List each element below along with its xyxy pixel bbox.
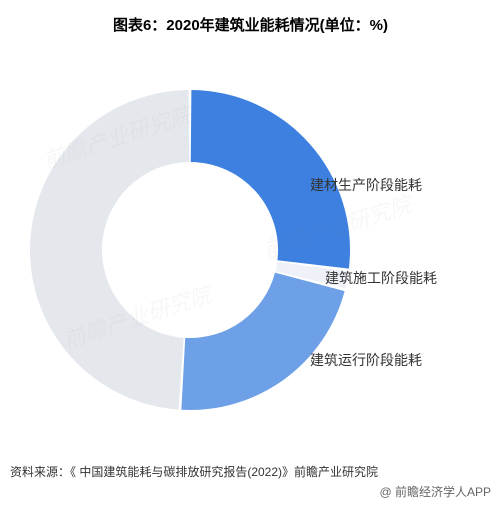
slice-label: 建材生产阶段能耗 <box>310 175 422 195</box>
slice-label: 建筑施工阶段能耗 <box>325 268 437 288</box>
slice-label: 建筑运行阶段能耗 <box>310 350 422 370</box>
donut-slice <box>181 273 344 410</box>
donut-chart: 建材生产阶段能耗建筑施工阶段能耗建筑运行阶段能耗 <box>0 50 501 450</box>
source-footer: 资料来源：《 中国建筑能耗与碳排放研究报告(2022)》前瞻产业研究院 <box>10 463 378 480</box>
attribution: @ 前瞻经济学人APP <box>379 483 491 500</box>
chart-title: 图表6：2020年建筑业能耗情况(单位：%) <box>0 0 501 35</box>
donut-slice <box>30 90 189 410</box>
donut-svg <box>0 50 501 450</box>
